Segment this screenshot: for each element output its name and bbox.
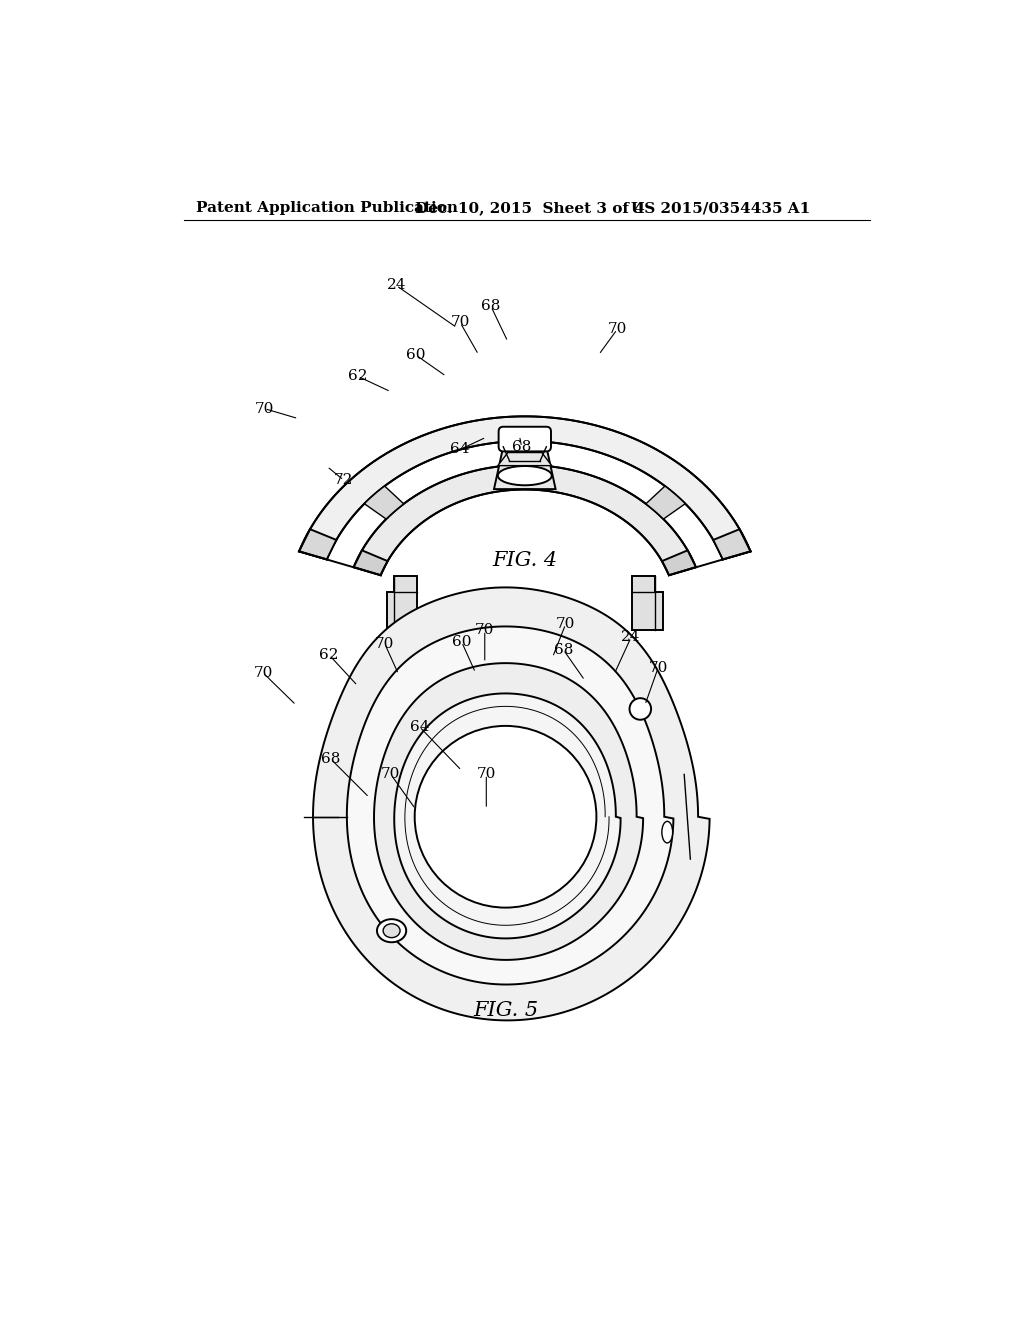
Text: 70: 70 bbox=[475, 623, 495, 638]
Text: 70: 70 bbox=[375, 636, 394, 651]
FancyBboxPatch shape bbox=[499, 426, 551, 451]
Polygon shape bbox=[394, 693, 621, 939]
Text: Dec. 10, 2015  Sheet 3 of 4: Dec. 10, 2015 Sheet 3 of 4 bbox=[416, 202, 645, 215]
Ellipse shape bbox=[498, 466, 552, 486]
Polygon shape bbox=[646, 486, 685, 519]
Polygon shape bbox=[714, 529, 751, 560]
Text: 70: 70 bbox=[476, 767, 496, 781]
Polygon shape bbox=[374, 663, 643, 960]
Text: 24: 24 bbox=[622, 631, 641, 644]
Polygon shape bbox=[353, 550, 388, 576]
Text: 70: 70 bbox=[451, 315, 470, 330]
Polygon shape bbox=[313, 587, 710, 1020]
Text: FIG. 5: FIG. 5 bbox=[473, 1002, 539, 1020]
Ellipse shape bbox=[377, 919, 407, 942]
Ellipse shape bbox=[383, 924, 400, 937]
Polygon shape bbox=[299, 529, 336, 560]
Text: 60: 60 bbox=[452, 635, 471, 649]
Polygon shape bbox=[387, 577, 418, 630]
Text: US 2015/0354435 A1: US 2015/0354435 A1 bbox=[631, 202, 810, 215]
Text: 64: 64 bbox=[410, 719, 429, 734]
Text: 70: 70 bbox=[648, 661, 668, 675]
Polygon shape bbox=[299, 416, 751, 560]
Text: 72: 72 bbox=[334, 474, 353, 487]
Polygon shape bbox=[494, 446, 556, 490]
Text: 70: 70 bbox=[556, 618, 575, 631]
Text: 68: 68 bbox=[481, 300, 501, 313]
Polygon shape bbox=[354, 465, 695, 573]
Ellipse shape bbox=[662, 821, 673, 843]
Text: 70: 70 bbox=[253, 665, 272, 680]
Polygon shape bbox=[365, 486, 403, 519]
Text: 70: 70 bbox=[381, 767, 400, 781]
Text: 62: 62 bbox=[319, 648, 339, 663]
Polygon shape bbox=[662, 550, 696, 576]
Text: 64: 64 bbox=[451, 442, 470, 457]
Text: 68: 68 bbox=[512, 440, 531, 454]
Polygon shape bbox=[510, 441, 540, 465]
Text: 68: 68 bbox=[322, 752, 340, 766]
Polygon shape bbox=[347, 627, 674, 985]
Text: FIG. 4: FIG. 4 bbox=[493, 550, 557, 570]
Circle shape bbox=[415, 726, 596, 908]
Circle shape bbox=[630, 698, 651, 719]
Text: 60: 60 bbox=[406, 347, 425, 362]
Polygon shape bbox=[632, 577, 663, 630]
Text: Patent Application Publication: Patent Application Publication bbox=[196, 202, 458, 215]
Text: 68: 68 bbox=[554, 643, 573, 656]
Text: 70: 70 bbox=[607, 322, 627, 337]
Text: 62: 62 bbox=[348, 370, 368, 383]
Text: 70: 70 bbox=[255, 401, 274, 416]
Polygon shape bbox=[498, 453, 552, 466]
Text: 24: 24 bbox=[386, 279, 406, 293]
